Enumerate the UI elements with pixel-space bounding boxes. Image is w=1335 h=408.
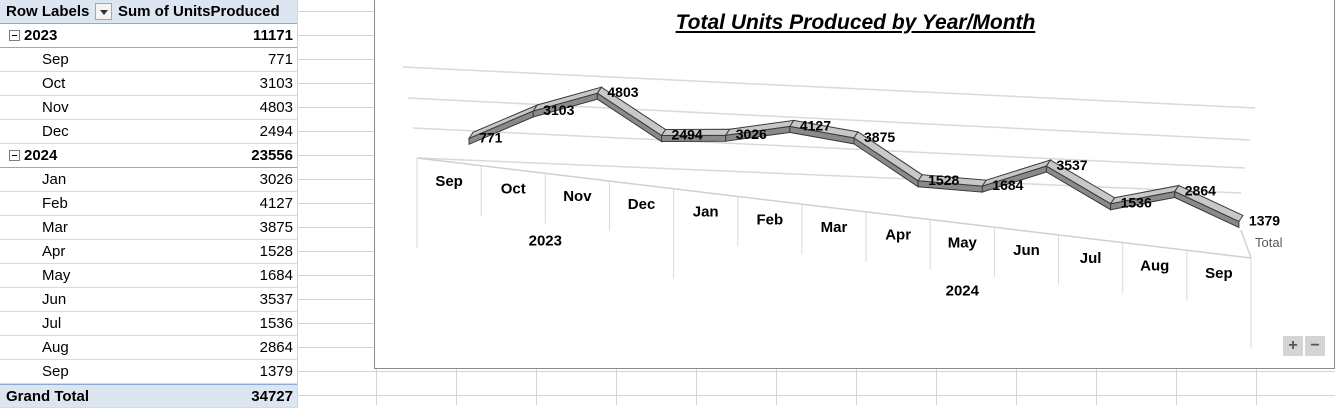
pivot-month-row[interactable]: May 1684 [0, 264, 297, 288]
month-label: Jan [42, 171, 67, 188]
chart-gridline [402, 66, 1256, 109]
x-tick-label: Dec [628, 196, 656, 213]
collapse-icon[interactable] [9, 150, 20, 161]
series-ribbon-side [853, 136, 919, 188]
month-value: 3875 [259, 219, 293, 236]
x-group-label: 2023 [529, 232, 562, 249]
month-label: Jun [42, 291, 67, 308]
month-label: Jul [42, 315, 62, 332]
x-tick-label: Jun [1013, 242, 1040, 259]
x-tick-label: Sep [1205, 265, 1233, 282]
x-tick-label: Jul [1080, 250, 1102, 267]
x-tick-label: May [948, 234, 978, 251]
chart-gridline [412, 127, 1246, 169]
month-value: 2494 [259, 123, 293, 140]
sum-units-header[interactable]: Sum of UnitsProduced [118, 3, 280, 20]
month-label: Mar [42, 219, 68, 236]
data-label: 3026 [736, 126, 767, 142]
pivot-month-row[interactable]: Jan 3026 [0, 168, 297, 192]
month-value: 3103 [259, 75, 293, 92]
x-tick-label: Aug [1140, 257, 1169, 274]
x-tick-label: Nov [563, 188, 592, 205]
chart-plot: Sep Oct Nov Dec Jan Feb Mar Apr May Jun Jul Aug Sep 2… [402, 66, 1283, 348]
collapse-icon[interactable] [9, 30, 20, 41]
month-value: 771 [267, 51, 293, 68]
grand-total-label: Grand Total [6, 388, 90, 405]
data-label: 3103 [543, 102, 574, 118]
data-label: 1684 [992, 177, 1023, 193]
x-group-label: 2024 [946, 282, 980, 299]
chart-floor-edge [416, 157, 1252, 259]
x-tick-label: Feb [757, 211, 784, 228]
data-label: 3537 [1056, 157, 1087, 173]
data-label: 1536 [1121, 195, 1152, 211]
collapse-field-button[interactable]: − [1305, 336, 1325, 356]
month-value: 3026 [259, 171, 293, 188]
chart-title: Total Units Produced by Year/Month [675, 11, 1036, 34]
pivot-month-row[interactable]: Jul 1536 [0, 312, 297, 336]
x-tick-label: Apr [885, 227, 911, 244]
pivot-month-row[interactable]: Sep 1379 [0, 360, 297, 384]
data-label: 771 [479, 129, 503, 145]
month-label: Dec [42, 123, 69, 140]
pivot-month-row[interactable]: Mar 3875 [0, 216, 297, 240]
data-label: 2864 [1185, 183, 1216, 199]
month-label: Feb [42, 195, 68, 212]
row-labels-header[interactable]: Row Labels [6, 3, 90, 20]
month-value: 4803 [259, 99, 293, 116]
data-label: 4803 [607, 84, 638, 100]
series-ribbon-top [1174, 184, 1244, 223]
pivot-month-row[interactable]: Jun 3537 [0, 288, 297, 312]
pivot-year-row[interactable]: 2024 23556 [0, 144, 297, 168]
series-ribbon-side [596, 92, 663, 143]
month-label: Oct [42, 75, 66, 92]
pivot-month-row[interactable]: Aug 2864 [0, 336, 297, 360]
expand-field-button[interactable]: + [1283, 336, 1303, 356]
year-total: 23556 [251, 147, 293, 164]
pivot-month-row[interactable]: Nov 4803 [0, 96, 297, 120]
depth-axis-line [1240, 231, 1252, 257]
grand-total-row[interactable]: Grand Total 34727 [0, 384, 297, 408]
pivot-month-row[interactable]: Dec 2494 [0, 120, 297, 144]
pivot-month-row[interactable]: Sep 771 [0, 48, 297, 72]
chart-gridline [417, 157, 1242, 194]
month-label: Nov [42, 99, 69, 116]
month-value: 1684 [259, 267, 293, 284]
data-label: 1528 [928, 172, 959, 188]
month-value: 4127 [259, 195, 293, 212]
x-tick-label: Sep [435, 173, 463, 190]
pivot-header-row: Row Labels Sum of UnitsProduced [0, 0, 297, 24]
x-tick-label: Oct [501, 181, 526, 198]
series-name-label: Total [1255, 235, 1283, 250]
data-label: 3875 [864, 129, 895, 145]
pivot-month-row[interactable]: Apr 1528 [0, 240, 297, 264]
x-tick-label: Mar [821, 219, 848, 236]
month-label: Aug [42, 339, 69, 356]
month-label: Sep [42, 51, 69, 68]
pivot-month-row[interactable]: Feb 4127 [0, 192, 297, 216]
data-label: 2494 [672, 127, 703, 143]
month-value: 1528 [259, 243, 293, 260]
pivot-month-row[interactable]: Oct 3103 [0, 72, 297, 96]
month-value: 2864 [259, 339, 293, 356]
year-label: 2023 [24, 27, 58, 44]
row-labels-filter-dropdown[interactable] [95, 3, 112, 20]
month-label: May [42, 267, 71, 284]
month-value: 1379 [259, 363, 293, 380]
month-label: Sep [42, 363, 69, 380]
year-label: 2024 [24, 147, 58, 164]
month-label: Apr [42, 243, 66, 260]
year-total: 11171 [252, 27, 293, 44]
month-value: 1536 [259, 315, 293, 332]
grand-total-value: 34727 [251, 388, 293, 405]
pivot-year-row[interactable]: 2023 11171 [0, 24, 297, 48]
pivot-body: 2023 11171 Sep 771 Oct 3103 Nov 4803 Dec 2494 2024… [0, 24, 297, 384]
data-label: 1379 [1249, 212, 1280, 228]
data-label: 4127 [800, 117, 831, 133]
x-tick-label: Jan [693, 204, 719, 221]
month-value: 3537 [259, 291, 293, 308]
line-chart[interactable]: Total Units Produced by Year/Month Sep Oc… [374, 0, 1335, 369]
pivot-table: Row Labels Sum of UnitsProduced 2023 1117… [0, 0, 298, 408]
